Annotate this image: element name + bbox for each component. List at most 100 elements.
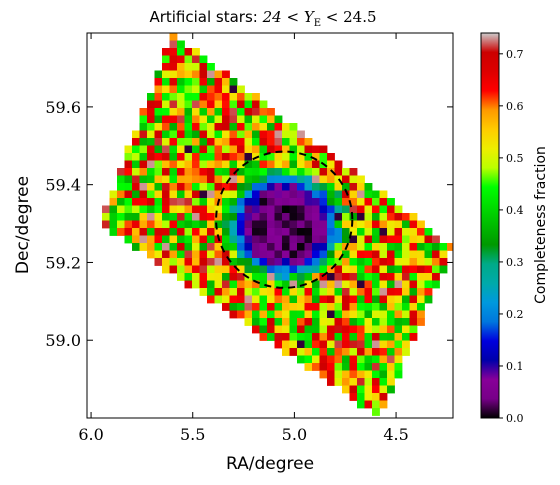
- heatmap-cell: [267, 160, 275, 169]
- heatmap-cell: [229, 175, 238, 184]
- heatmap-cell: [267, 183, 275, 191]
- heatmap-cell: [394, 288, 403, 296]
- heatmap-cell: [177, 235, 185, 244]
- heatmap-cell: [282, 288, 290, 296]
- heatmap-cell: [229, 168, 238, 176]
- heatmap-cell: [297, 153, 305, 161]
- heatmap-cell: [267, 280, 275, 289]
- heatmap-cell: [379, 325, 388, 334]
- heatmap-cell: [169, 243, 178, 251]
- heatmap-cell: [162, 220, 170, 229]
- heatmap-cell: [282, 348, 290, 356]
- heatmap-cell: [349, 205, 358, 214]
- y-axis-label: Dec/degree: [13, 176, 33, 274]
- heatmap-cell: [184, 115, 193, 124]
- heatmap-cell: [147, 183, 155, 191]
- heatmap-cell: [402, 228, 410, 236]
- heatmap-cell: [192, 205, 200, 214]
- heatmap-cell: [162, 265, 170, 274]
- heatmap-cell: [199, 265, 208, 274]
- heatmap-cell: [244, 145, 253, 154]
- heatmap-cell: [177, 115, 185, 124]
- heatmap-cell: [199, 205, 208, 214]
- heatmap-cell: [184, 123, 193, 131]
- heatmap-cell: [244, 243, 253, 251]
- heatmap-cell: [364, 303, 373, 311]
- heatmap-cell: [409, 280, 418, 289]
- colorbar-tick-label: 0.5: [506, 152, 524, 165]
- heatmap-cell: [132, 168, 140, 176]
- heatmap-cell: [304, 213, 313, 221]
- heatmap-cell: [409, 213, 418, 221]
- heatmap-cell: [342, 303, 350, 311]
- heatmap-cell: [409, 333, 418, 341]
- heatmap-cell: [177, 228, 185, 236]
- heatmap-cell: [229, 138, 238, 146]
- heatmap-cell: [387, 288, 395, 296]
- heatmap-cell: [214, 213, 223, 221]
- heatmap-cell: [342, 235, 350, 244]
- heatmap-cell: [304, 190, 313, 199]
- heatmap-cell: [319, 190, 328, 199]
- heatmap-cell: [199, 160, 208, 169]
- heatmap-cell: [162, 123, 170, 131]
- heatmap-cell: [229, 303, 238, 311]
- heatmap-cell: [319, 348, 328, 356]
- heatmap-cell: [169, 145, 178, 154]
- heatmap-cell: [229, 213, 238, 221]
- heatmap-cell: [297, 168, 305, 176]
- x-tick-label: 5.0: [282, 425, 307, 444]
- heatmap-cell: [297, 228, 305, 236]
- heatmap-cell: [177, 190, 185, 199]
- heatmap-cell: [357, 205, 365, 214]
- heatmap-cell: [192, 168, 200, 176]
- heatmap-cell: [357, 250, 365, 259]
- heatmap-cell: [342, 378, 350, 386]
- heatmap-cell: [274, 325, 283, 334]
- heatmap-cell: [199, 168, 208, 176]
- heatmap-cell: [372, 310, 380, 319]
- heatmap-cell: [364, 385, 373, 394]
- heatmap-cell: [252, 145, 260, 154]
- heatmap-cell: [222, 205, 230, 214]
- heatmap-cell: [177, 183, 185, 191]
- heatmap-cell: [417, 228, 425, 236]
- heatmap-cell: [169, 183, 178, 191]
- heatmap-cell: [357, 378, 365, 386]
- heatmap-cell: [207, 153, 215, 161]
- y-tick-label: 59.0: [45, 331, 81, 350]
- heatmap-cell: [327, 175, 335, 184]
- x-tick-label: 4.5: [383, 425, 408, 444]
- heatmap-cell: [252, 280, 260, 289]
- heatmap-cell: [252, 168, 260, 176]
- heatmap-cell: [192, 100, 200, 109]
- heatmap-cell: [327, 205, 335, 214]
- heatmap-cell: [364, 198, 373, 206]
- heatmap-cell: [364, 228, 373, 236]
- heatmap-cell: [192, 220, 200, 229]
- heatmap-cell: [252, 265, 260, 274]
- heatmap-cell: [199, 70, 208, 79]
- heatmap-cell: [154, 115, 163, 124]
- heatmap-cell: [357, 288, 365, 296]
- heatmap-cell: [364, 325, 373, 334]
- heatmap-cell: [132, 205, 140, 214]
- heatmap-cell: [334, 198, 343, 206]
- heatmap-cell: [424, 228, 433, 236]
- heatmap-cell: [372, 408, 380, 416]
- heatmap-cell: [297, 273, 305, 281]
- plot-frame: [86, 32, 454, 419]
- heatmap-cell: [394, 280, 403, 289]
- heatmap-cell: [274, 250, 283, 259]
- heatmap-cell: [379, 198, 388, 206]
- heatmap-cell: [357, 310, 365, 319]
- heatmap-cell: [379, 228, 388, 236]
- heatmap-cell: [252, 100, 260, 109]
- heatmap-cell: [289, 145, 298, 154]
- heatmap-cell: [199, 258, 208, 266]
- heatmap-cell: [162, 70, 170, 79]
- heatmap-cell: [379, 378, 388, 386]
- heatmap-cell: [372, 355, 380, 364]
- heatmap-cell: [349, 235, 358, 244]
- heatmap-cell: [297, 205, 305, 214]
